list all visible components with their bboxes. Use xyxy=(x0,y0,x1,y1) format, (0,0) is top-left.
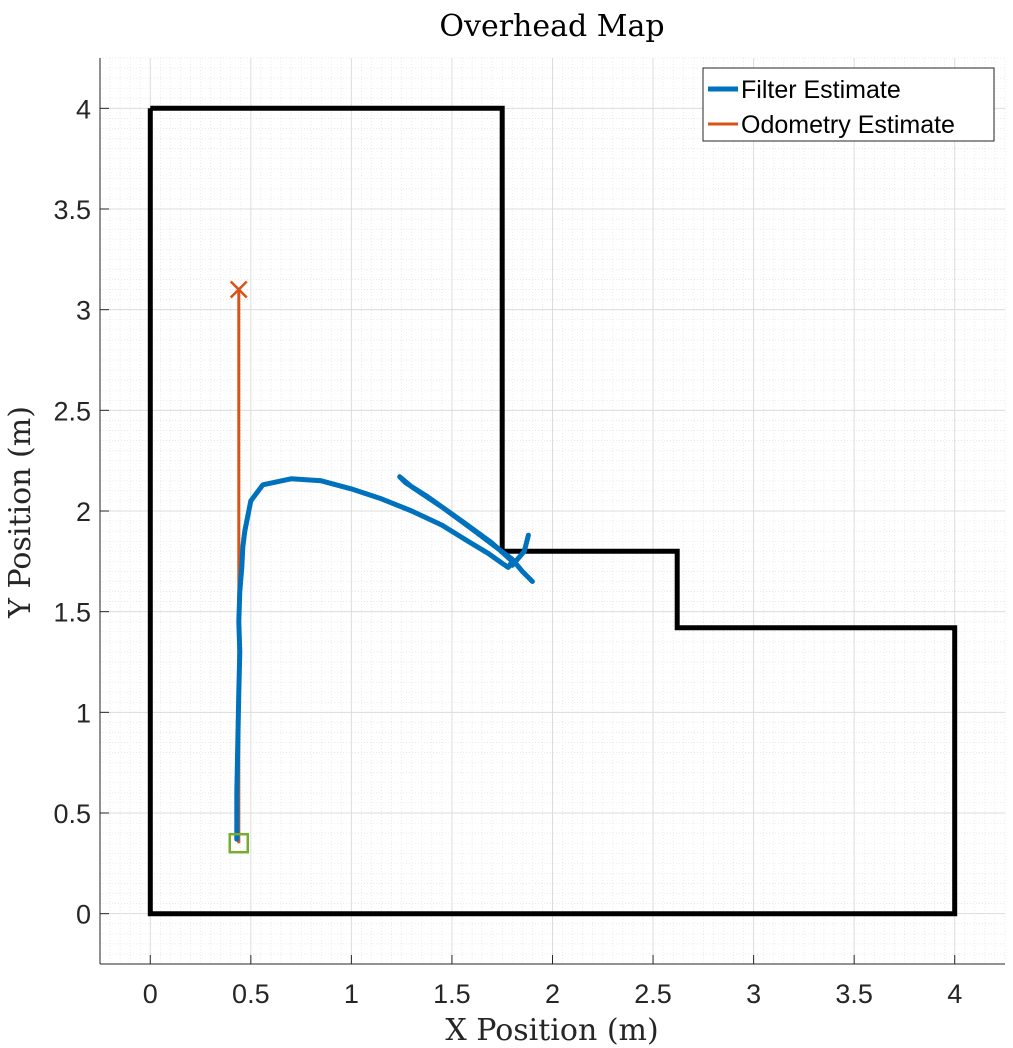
legend-filter-label: Filter Estimate xyxy=(741,76,901,104)
x-tick-label: 3 xyxy=(746,979,761,1009)
x-tick-label: 2 xyxy=(545,979,560,1009)
filter-estimate-tail xyxy=(509,532,531,568)
x-axis-label: X Position (m) xyxy=(445,1013,658,1048)
y-tick-label: 0.5 xyxy=(53,799,91,829)
y-tick-label: 2 xyxy=(76,497,91,527)
chart-title: Overhead Map xyxy=(439,9,664,44)
filter-estimate-line xyxy=(234,474,535,842)
y-axis-label: Y Position (m) xyxy=(3,406,38,619)
y-tick-label: 1.5 xyxy=(53,598,91,628)
y-tick-label: 2.5 xyxy=(53,396,91,426)
x-tick-label: 2.5 xyxy=(634,979,672,1009)
plot-area: 0 0.5 1 1.5 2 2.5 3 3.5 4 0 0.5 1 1.5 2 2.5 3 3.5 4 xyxy=(53,57,1006,1009)
map-walls xyxy=(147,105,958,917)
legend-odometry-label: Odometry Estimate xyxy=(741,111,955,139)
x-tick-label: 0.5 xyxy=(232,979,270,1009)
y-tick-label: 3.5 xyxy=(53,195,91,225)
end-marker-stroke xyxy=(229,280,248,299)
x-tick-label: 1.5 xyxy=(433,979,471,1009)
x-tick-label: 4 xyxy=(947,979,962,1009)
legend-box xyxy=(702,67,995,142)
y-tick-label: 4 xyxy=(76,94,91,124)
x-tick-label: 0 xyxy=(143,979,158,1009)
y-tick-label: 0 xyxy=(76,900,91,930)
legend: Filter Estimate Odometry Estimate xyxy=(702,67,995,142)
x-tick-label: 1 xyxy=(344,979,359,1009)
start-marker xyxy=(228,832,250,854)
y-tick-label: 1 xyxy=(76,698,91,728)
y-tick-label: 3 xyxy=(76,296,91,326)
x-tick-label: 3.5 xyxy=(835,979,873,1009)
